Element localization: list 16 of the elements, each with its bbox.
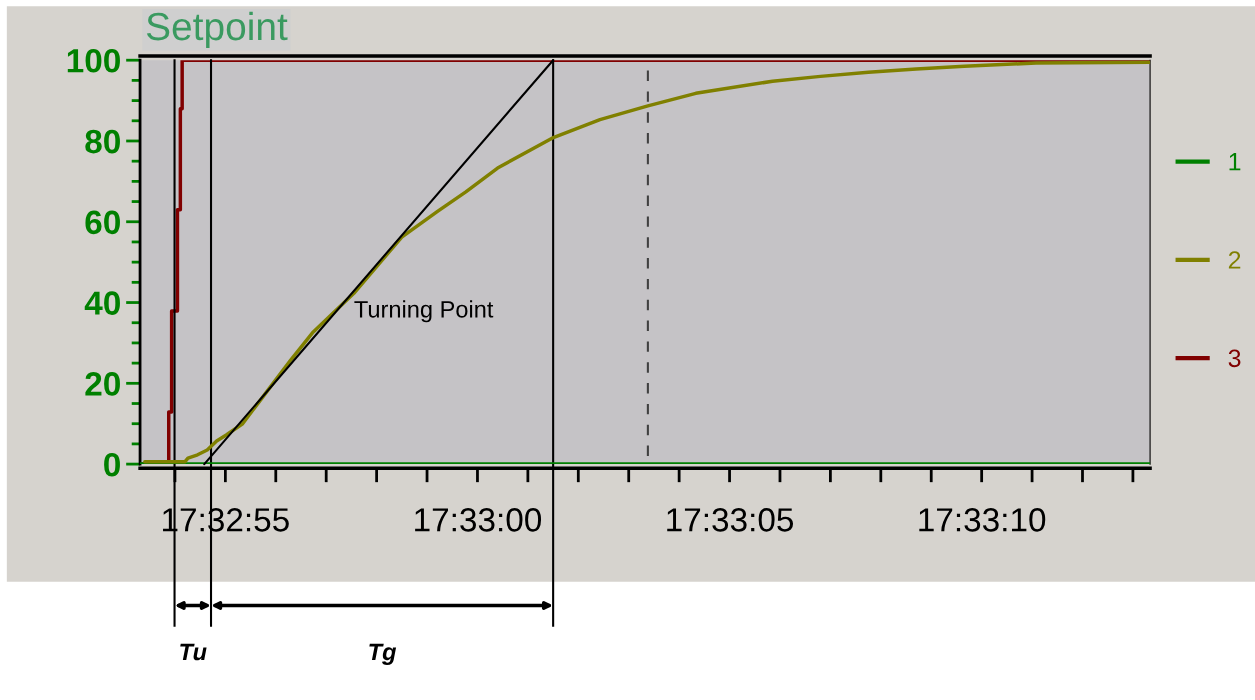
- x-tick-label: 17:33:10: [919, 508, 1046, 532]
- y-tick-label: 80: [85, 129, 120, 154]
- y-tick-label: 60: [85, 210, 120, 235]
- legend-label: 1: [1229, 153, 1241, 171]
- y-tick-label: 100: [67, 49, 120, 73]
- y-tick-label: 0: [104, 452, 120, 477]
- x-tick-label: 17:33:05: [667, 508, 794, 532]
- annotation: Turning Point: [354, 300, 494, 323]
- y-tick-label: 20: [85, 372, 120, 396]
- x-tick-label: 17:33:00: [415, 508, 542, 532]
- text: Setpoint: [146, 11, 288, 49]
- y-tick-label: 40: [84, 291, 120, 315]
- legend-label: 2: [1228, 251, 1241, 269]
- text: Tg: [369, 643, 397, 665]
- text: Tu: [180, 643, 207, 661]
- legend-label: 3: [1228, 349, 1241, 368]
